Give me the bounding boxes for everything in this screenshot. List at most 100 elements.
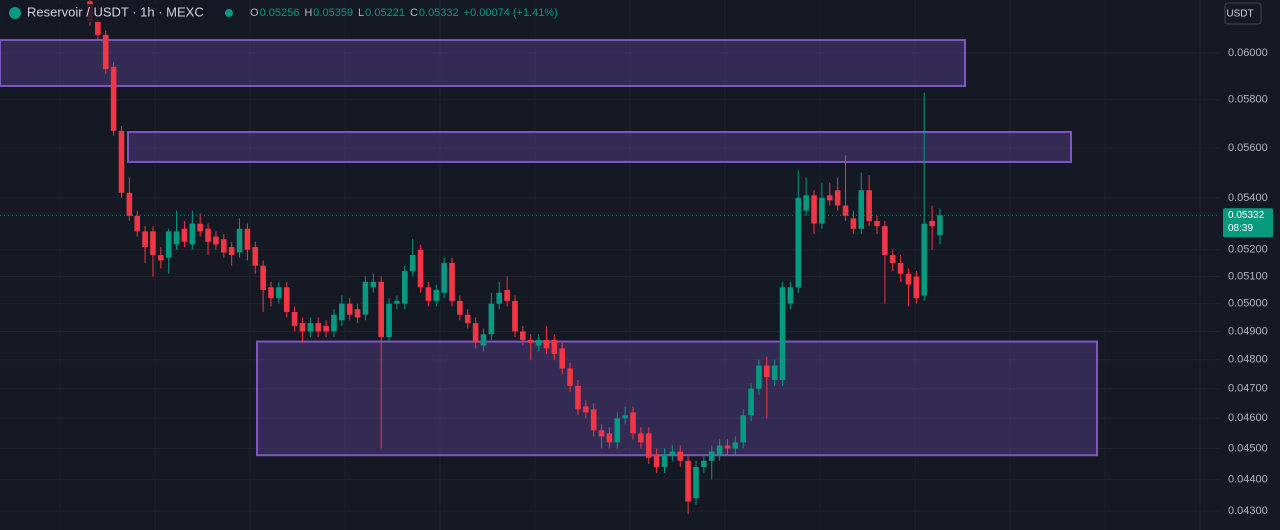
- candle-body: [134, 215, 141, 232]
- candle-body: [520, 331, 526, 340]
- candle-body: [276, 287, 282, 299]
- candle-body: [197, 223, 203, 232]
- candle-body: [606, 433, 613, 443]
- candle-body: [417, 249, 424, 288]
- candle-body: [622, 415, 628, 419]
- candle-body: [512, 300, 518, 332]
- candle-body: [858, 190, 865, 229]
- candle-body: [425, 287, 432, 301]
- y-tick-label: 0.05400: [1228, 192, 1268, 204]
- y-tick-label: 0.05800: [1228, 94, 1268, 106]
- currency-label[interactable]: USDT: [1226, 9, 1253, 20]
- candle-body: [213, 236, 219, 245]
- candle-body: [102, 34, 109, 70]
- candle-body: [150, 231, 156, 256]
- candle-body: [370, 281, 377, 288]
- candle-body: [929, 220, 935, 227]
- header-bg: [4, 4, 226, 22]
- candle-body: [567, 368, 573, 386]
- candle-body: [268, 287, 274, 299]
- candle-body: [504, 289, 510, 301]
- candle-body: [850, 218, 857, 229]
- candle-body: [386, 303, 392, 338]
- candle-body: [362, 281, 369, 315]
- candle-body: [598, 430, 605, 437]
- y-tick-label: 0.04600: [1228, 412, 1268, 424]
- change-value: +0.00074 (+1.41%): [464, 7, 558, 19]
- candle-body: [496, 292, 503, 304]
- candle-body: [472, 323, 479, 343]
- y-tick-label: 0.05000: [1228, 298, 1268, 310]
- candle-body: [409, 255, 416, 272]
- zone: [256, 340, 1098, 457]
- candle-body: [95, 21, 101, 35]
- y-tick-label: 0.05100: [1228, 270, 1268, 282]
- candle-body: [724, 445, 731, 449]
- candle-body: [480, 334, 487, 346]
- candle-body: [173, 231, 180, 245]
- candle-body: [638, 433, 644, 443]
- chart-title: Reservoir / USDT · 1h · MEXC: [27, 4, 204, 19]
- candle-body: [441, 263, 447, 293]
- candle-body: [433, 289, 440, 301]
- candle-body: [669, 451, 676, 455]
- candle-body: [811, 195, 817, 224]
- header: Reservoir / USDT · 1h · MEXC O 0.05256 H 0.…: [4, 4, 558, 22]
- ohlc-label: H: [304, 7, 312, 19]
- candle-body: [779, 287, 786, 380]
- price-tag-countdown: 08:39: [1228, 223, 1253, 234]
- candle-body: [535, 339, 542, 346]
- candle-body: [543, 339, 550, 349]
- candle-body: [826, 195, 833, 201]
- candle-body: [323, 325, 329, 332]
- candle-body: [236, 228, 243, 253]
- candle-body: [457, 300, 463, 315]
- candle-body: [913, 276, 920, 299]
- candle-body: [819, 197, 825, 224]
- candle-body: [693, 466, 699, 499]
- candle-body: [181, 228, 188, 242]
- candle-body: [205, 228, 211, 242]
- ohlc-label: C: [410, 7, 418, 19]
- candle-body: [307, 323, 314, 332]
- candle-body: [283, 287, 290, 312]
- zones: [0, 39, 1098, 457]
- y-tick-label: 0.04400: [1228, 473, 1268, 485]
- candle-body: [378, 281, 384, 338]
- candle-body: [937, 215, 943, 236]
- candle-body: [834, 190, 841, 206]
- candle-body: [402, 271, 408, 304]
- candle-body: [464, 314, 471, 324]
- candle-body: [756, 365, 762, 389]
- candle-body: [795, 197, 802, 288]
- y-tick-label: 0.05200: [1228, 244, 1268, 256]
- candle-body: [315, 323, 322, 332]
- price-axis: 0.06000 0.05800 0.05600 0.05400 0.05200 0.051…: [1223, 47, 1273, 517]
- candle-body: [787, 287, 794, 304]
- candle-body: [630, 412, 636, 434]
- ohlc-label: O: [250, 7, 259, 19]
- button-frame[interactable]: [1224, 2, 1262, 25]
- candle-body: [882, 226, 888, 256]
- candle-body: [142, 231, 148, 248]
- candle-body: [732, 442, 739, 449]
- candle-body: [488, 303, 495, 335]
- candle-body: [559, 348, 565, 369]
- currency-button[interactable]: USDT: [1224, 2, 1262, 25]
- candle-body: [189, 223, 196, 245]
- ohlc-value: 0.05256: [260, 7, 300, 19]
- candle-body: [260, 265, 266, 290]
- candle-body: [394, 300, 400, 304]
- y-tick-label: 0.04700: [1228, 383, 1268, 395]
- candle-body: [339, 303, 345, 321]
- ohlc-value: 0.05221: [365, 7, 405, 19]
- zone: [127, 131, 1072, 163]
- candle-body: [583, 406, 589, 413]
- candle-body: [449, 263, 455, 301]
- ohlc-value: 0.05359: [313, 7, 353, 19]
- candle-body: [614, 418, 621, 443]
- candle-body: [905, 273, 912, 285]
- candle-body: [803, 195, 809, 211]
- candle-body: [842, 205, 849, 216]
- candle-body: [118, 130, 125, 193]
